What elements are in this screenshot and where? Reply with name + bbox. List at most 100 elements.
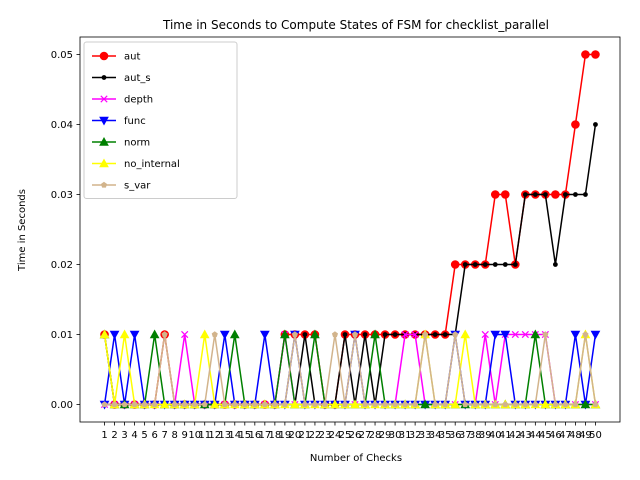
data-point (201, 401, 208, 408)
data-point (562, 192, 568, 197)
data-point (512, 262, 518, 267)
data-point (341, 401, 349, 408)
data-point (231, 401, 238, 408)
data-point (181, 330, 189, 339)
x-tick-label: 11 (198, 430, 211, 441)
data-point (580, 399, 591, 409)
x-tick-label: 50 (589, 430, 602, 441)
data-point (119, 329, 130, 339)
data-point (219, 330, 230, 340)
data-point (442, 332, 448, 337)
x-tick-label: 19 (279, 430, 292, 441)
x-tick-label: 46 (549, 430, 562, 441)
data-point (432, 401, 439, 408)
data-point (522, 401, 529, 408)
data-point (259, 330, 270, 340)
data-point (450, 260, 460, 269)
data-point (302, 332, 308, 337)
legend-item-aut-s: aut_s (92, 73, 151, 84)
data-point (500, 330, 511, 340)
x-tick-label: 20 (289, 430, 302, 441)
data-point (209, 399, 220, 409)
x-tick-label: 5 (141, 430, 147, 441)
y-tick-label: 0.05 (51, 50, 73, 61)
data-point (342, 332, 348, 337)
legend-label: aut (124, 52, 140, 63)
legend-marker (99, 51, 109, 61)
x-tick-label: 41 (499, 430, 512, 441)
data-point (462, 262, 468, 267)
legend-label: s_var (124, 181, 151, 192)
x-tick-label: 21 (299, 430, 312, 441)
legend-marker (99, 116, 109, 126)
x-axis-title: Number of Checks (310, 453, 402, 464)
data-point (522, 192, 528, 197)
data-point (472, 401, 479, 408)
y-axis-title: Time in Seconds (17, 189, 28, 272)
data-point (500, 190, 510, 199)
data-point (542, 192, 548, 197)
x-tick-label: 18 (268, 430, 281, 441)
data-point (452, 331, 459, 338)
series-s-var (101, 331, 599, 408)
data-point (159, 399, 170, 409)
data-point (181, 401, 188, 408)
x-tick-label: 35 (439, 430, 452, 441)
axes-frame (79, 36, 621, 423)
x-tick-label: 6 (151, 430, 157, 441)
data-point (481, 330, 489, 339)
data-point (530, 329, 541, 339)
legend-marker (101, 75, 107, 80)
data-point (351, 331, 359, 338)
data-point (592, 401, 599, 408)
data-point (99, 329, 110, 339)
data-point (129, 330, 140, 340)
data-point (532, 192, 538, 197)
legend-label: aut_s (124, 73, 151, 84)
data-point (229, 329, 240, 339)
data-point (392, 401, 399, 408)
x-tick-label: 38 (469, 430, 482, 441)
legend-label: func (124, 116, 146, 127)
x-tick-label: 44 (529, 430, 542, 441)
data-point (482, 401, 489, 408)
data-point (581, 50, 590, 59)
x-tick-label: 25 (339, 430, 352, 441)
x-tick-label: 34 (429, 430, 442, 441)
data-point (462, 401, 469, 408)
legend-item-depth: depth (92, 95, 153, 106)
data-point (593, 122, 598, 127)
x-tick-label: 27 (359, 430, 372, 441)
data-point (401, 330, 409, 339)
data-point (412, 401, 419, 408)
data-point (251, 401, 258, 408)
legend-item-aut: aut (92, 52, 140, 63)
data-point (411, 330, 419, 339)
x-tick-label: 9 (182, 430, 188, 441)
data-point (472, 262, 478, 267)
x-tick-label: 47 (559, 430, 572, 441)
data-point (422, 331, 429, 338)
data-point (241, 401, 248, 408)
data-point (502, 401, 509, 408)
x-tick-label: 39 (479, 430, 492, 441)
data-point (490, 330, 501, 340)
data-point (221, 401, 228, 408)
data-point (432, 332, 438, 337)
data-point (551, 190, 560, 199)
data-point (552, 262, 558, 267)
legend-item-func: func (92, 116, 146, 127)
x-tick-label: 33 (419, 430, 432, 441)
data-point (482, 262, 488, 267)
x-tick-label: 15 (238, 430, 251, 441)
data-point (281, 401, 288, 408)
data-point (542, 331, 549, 338)
x-tick-label: 10 (188, 430, 201, 441)
x-tick-label: 8 (171, 430, 177, 441)
data-point (370, 329, 380, 339)
data-point (571, 120, 580, 129)
x-tick-label: 43 (519, 430, 532, 441)
data-point (151, 401, 158, 408)
data-point (511, 330, 519, 339)
